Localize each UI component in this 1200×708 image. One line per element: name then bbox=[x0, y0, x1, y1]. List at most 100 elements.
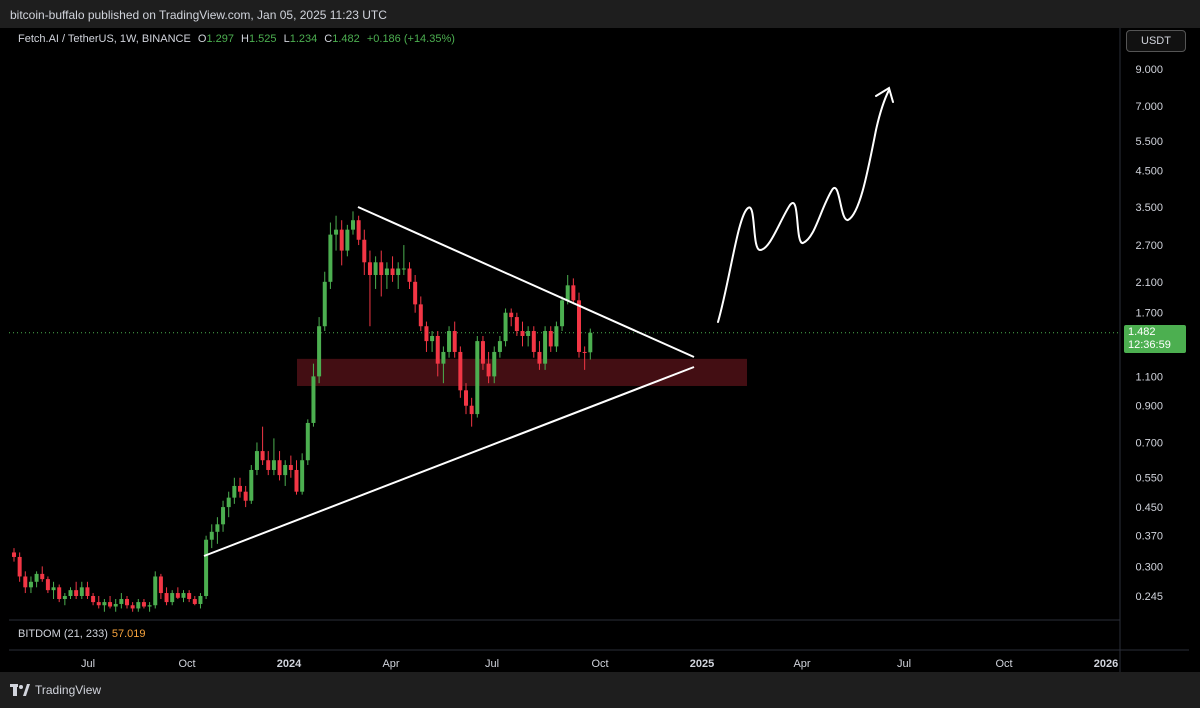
tradingview-logo[interactable]: TradingView bbox=[10, 683, 101, 697]
candle-body bbox=[441, 351, 446, 364]
candle bbox=[396, 262, 401, 289]
candle-body bbox=[125, 599, 129, 606]
candle-body bbox=[108, 602, 113, 607]
projection-path bbox=[717, 89, 890, 323]
candle-body bbox=[311, 376, 316, 423]
time-tick-label: Apr bbox=[793, 658, 810, 670]
indicator-legend[interactable]: BITDOM (21, 233) 57.019 bbox=[18, 628, 146, 640]
candle bbox=[192, 596, 197, 606]
candle bbox=[486, 351, 491, 384]
candle-body bbox=[85, 587, 90, 596]
candle-body bbox=[23, 576, 28, 588]
price-tick-label: 0.900 bbox=[1135, 401, 1163, 413]
candle-body bbox=[187, 593, 192, 600]
candle bbox=[452, 321, 457, 358]
candle-body bbox=[373, 262, 378, 276]
candle bbox=[204, 535, 209, 600]
price-tick-label: 2.700 bbox=[1135, 240, 1163, 252]
candle-body bbox=[51, 587, 56, 591]
candle bbox=[23, 571, 28, 594]
candle-body bbox=[79, 587, 84, 596]
candle-body bbox=[430, 335, 435, 342]
footer-bar bbox=[0, 672, 1200, 708]
candle bbox=[277, 451, 282, 481]
candle bbox=[322, 271, 327, 332]
candle bbox=[119, 593, 124, 609]
candle-body bbox=[526, 331, 531, 336]
candle-body bbox=[413, 281, 418, 305]
candle-body bbox=[379, 262, 384, 276]
candle bbox=[514, 312, 519, 336]
currency-button[interactable]: USDT bbox=[1126, 30, 1186, 52]
candle-body bbox=[560, 300, 565, 327]
candle-body bbox=[192, 599, 197, 604]
price-tick-label: 0.450 bbox=[1135, 502, 1163, 514]
candle bbox=[345, 224, 350, 257]
candle bbox=[356, 215, 361, 246]
candle-body bbox=[215, 524, 220, 532]
candle-body bbox=[334, 229, 339, 235]
candle bbox=[497, 335, 502, 358]
candle bbox=[441, 346, 446, 384]
candle-body bbox=[480, 341, 485, 364]
candle-body bbox=[565, 285, 570, 301]
candle-body bbox=[492, 351, 497, 377]
price-tick-label: 3.500 bbox=[1135, 202, 1163, 214]
candle bbox=[531, 326, 536, 358]
price-tick-label: 5.500 bbox=[1135, 136, 1163, 148]
time-tick-label: Apr bbox=[382, 658, 399, 670]
candle bbox=[34, 571, 39, 588]
close-value: 1.482 bbox=[332, 33, 360, 45]
time-axis: Jul Oct 2024 Apr Jul Oct 2025 Apr Jul Oct 2026 bbox=[81, 658, 1118, 670]
candle-body bbox=[328, 234, 333, 282]
price-axis: 9.000 7.000 5.500 4.500 3.500 2.700 2.100 1.700… bbox=[1135, 64, 1163, 603]
candle bbox=[334, 215, 339, 251]
candle bbox=[181, 590, 186, 603]
candle-body bbox=[12, 552, 16, 557]
ascending-trendline bbox=[203, 366, 695, 557]
candle-body bbox=[283, 465, 288, 476]
candle-body bbox=[102, 602, 107, 606]
candle-body bbox=[509, 312, 514, 318]
candle-body bbox=[277, 460, 282, 476]
candle-body bbox=[424, 326, 429, 342]
price-tick-label: 1.100 bbox=[1135, 371, 1163, 383]
candle-body bbox=[226, 497, 231, 508]
candle-body bbox=[469, 405, 474, 415]
candle bbox=[390, 256, 395, 282]
support-zone bbox=[297, 358, 747, 386]
candle bbox=[294, 460, 299, 495]
candle-body bbox=[158, 576, 163, 594]
candle bbox=[238, 477, 242, 498]
candle-body bbox=[96, 602, 101, 606]
candle bbox=[435, 331, 440, 377]
candle-body bbox=[45, 579, 50, 591]
candle-body bbox=[198, 596, 203, 604]
candle bbox=[232, 477, 237, 504]
candle bbox=[571, 278, 576, 305]
candle-body bbox=[232, 485, 237, 498]
price-tick-label: 2.100 bbox=[1135, 277, 1163, 289]
price-tick-label: 0.700 bbox=[1135, 437, 1163, 449]
candle bbox=[226, 491, 231, 518]
candle-body bbox=[141, 602, 146, 607]
high-value: 1.525 bbox=[248, 33, 277, 45]
candle-body bbox=[40, 573, 45, 580]
candle-body bbox=[531, 331, 536, 352]
price-tick-label: 1.700 bbox=[1135, 308, 1163, 320]
time-tick-label: Oct bbox=[178, 658, 195, 670]
candle-body bbox=[288, 465, 293, 470]
candle bbox=[317, 317, 322, 384]
time-tick-label: 2026 bbox=[1094, 658, 1118, 670]
indicator-value: 57.019 bbox=[111, 628, 146, 640]
candle-body bbox=[243, 491, 248, 501]
candle bbox=[215, 517, 220, 544]
candle bbox=[418, 296, 423, 332]
candle bbox=[537, 341, 542, 370]
candle bbox=[424, 321, 429, 352]
candle-body bbox=[571, 285, 576, 301]
candle-body bbox=[390, 268, 395, 276]
symbol-legend: Fetch.AI / TetherUS, 1W, BINANCE O1.297 … bbox=[18, 33, 455, 45]
time-tick-label: Jul bbox=[81, 658, 95, 670]
